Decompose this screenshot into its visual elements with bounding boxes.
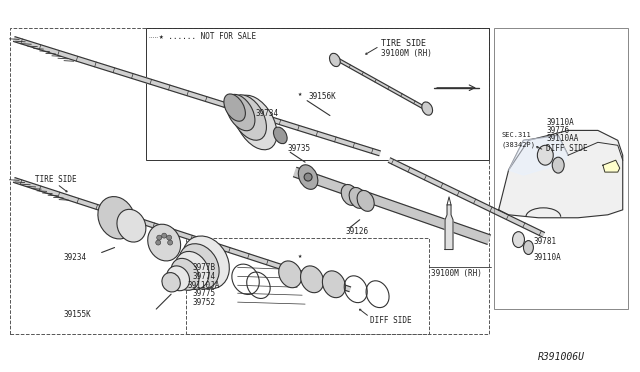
Polygon shape [603, 160, 620, 172]
Polygon shape [499, 131, 623, 218]
Text: 39126: 39126 [346, 227, 369, 236]
Text: 39774: 39774 [193, 272, 216, 281]
Ellipse shape [156, 240, 161, 245]
Text: 39110AA: 39110AA [547, 134, 579, 143]
Ellipse shape [273, 127, 287, 144]
Text: 39110JA: 39110JA [187, 281, 220, 290]
Text: ★: ★ [298, 91, 302, 97]
Ellipse shape [224, 94, 245, 121]
Text: ★ ...... NOT FOR SALE: ★ ...... NOT FOR SALE [159, 32, 257, 41]
Ellipse shape [278, 261, 301, 288]
Ellipse shape [166, 266, 189, 291]
Ellipse shape [117, 209, 146, 242]
Ellipse shape [330, 53, 340, 67]
Ellipse shape [98, 196, 135, 239]
Text: TIRE SIDE: TIRE SIDE [381, 39, 426, 48]
Ellipse shape [513, 232, 524, 247]
Bar [10, 28, 489, 334]
Polygon shape [445, 205, 453, 250]
Ellipse shape [166, 235, 172, 240]
Text: ★: ★ [298, 253, 302, 259]
Polygon shape [334, 57, 430, 112]
Ellipse shape [148, 224, 180, 261]
Text: TIRE SIDE: TIRE SIDE [35, 174, 77, 183]
Text: R391006U: R391006U [538, 352, 586, 362]
Bar [186, 238, 429, 334]
Bar [493, 28, 628, 309]
Ellipse shape [422, 102, 433, 115]
Text: SEC.311: SEC.311 [502, 132, 531, 138]
Ellipse shape [157, 235, 162, 240]
Ellipse shape [357, 190, 374, 211]
Ellipse shape [230, 95, 266, 140]
Text: 39234: 39234 [64, 253, 87, 262]
Ellipse shape [301, 266, 324, 293]
Text: 39110A: 39110A [533, 253, 561, 262]
Ellipse shape [171, 259, 199, 290]
Polygon shape [294, 167, 490, 244]
Ellipse shape [179, 244, 219, 289]
Text: 39156K: 39156K [308, 92, 336, 101]
Ellipse shape [182, 236, 229, 289]
Polygon shape [509, 135, 568, 175]
Ellipse shape [168, 240, 173, 245]
Ellipse shape [323, 271, 346, 298]
Polygon shape [13, 37, 380, 155]
Ellipse shape [349, 187, 366, 208]
Text: 39100M (RH): 39100M (RH) [381, 48, 431, 58]
Text: 39100M (RH): 39100M (RH) [431, 269, 482, 278]
Text: 39781: 39781 [533, 237, 557, 246]
Text: 39734: 39734 [255, 109, 278, 118]
Ellipse shape [552, 157, 564, 173]
Ellipse shape [304, 173, 312, 181]
Ellipse shape [341, 185, 358, 205]
Ellipse shape [538, 145, 553, 165]
Ellipse shape [298, 165, 318, 189]
Ellipse shape [234, 95, 277, 150]
Text: DIFF SIDE: DIFF SIDE [547, 144, 588, 153]
Bar [147, 28, 489, 160]
Text: DIFF SIDE: DIFF SIDE [370, 317, 412, 326]
Text: 39110A: 39110A [547, 118, 574, 127]
Text: 39776: 39776 [547, 126, 570, 135]
Text: 39752: 39752 [193, 298, 216, 307]
Ellipse shape [162, 233, 166, 238]
Text: 3977B: 3977B [193, 263, 216, 272]
Ellipse shape [162, 273, 180, 292]
Text: 39775: 39775 [193, 289, 216, 298]
Ellipse shape [524, 241, 533, 254]
Text: 39735: 39735 [287, 144, 310, 153]
Text: 39155K: 39155K [64, 310, 92, 318]
Ellipse shape [175, 251, 209, 289]
Polygon shape [388, 158, 545, 237]
Text: (38342P): (38342P) [502, 141, 536, 148]
Ellipse shape [227, 94, 255, 131]
Polygon shape [13, 178, 351, 292]
